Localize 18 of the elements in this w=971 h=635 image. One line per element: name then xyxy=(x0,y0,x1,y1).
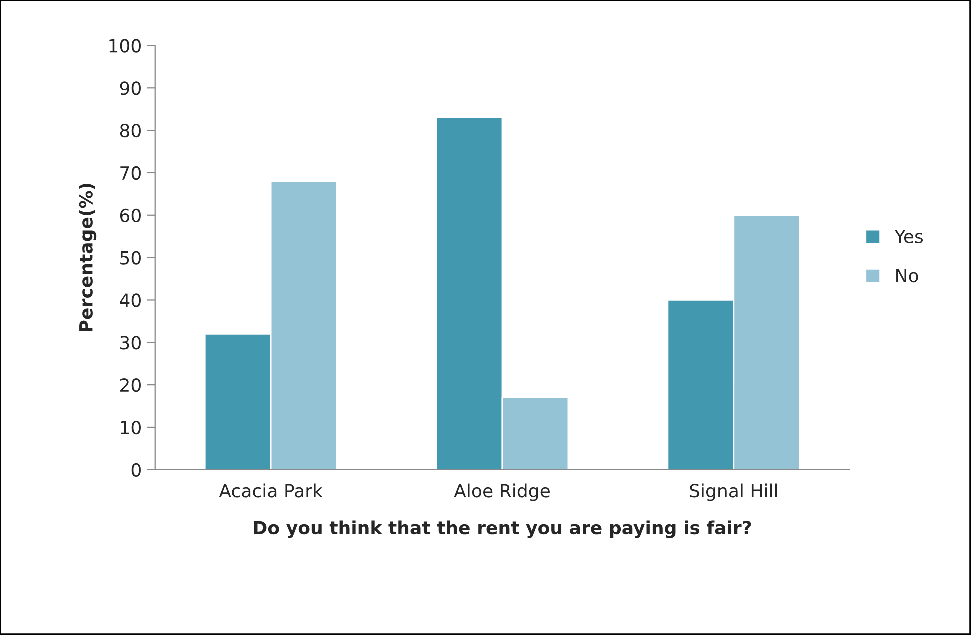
legend-label: Yes xyxy=(894,230,924,244)
x-tick-label: Aloe Ridge xyxy=(454,484,550,502)
y-tick-label: 90 xyxy=(120,82,141,96)
y-axis-title: Percentage(%) xyxy=(78,184,97,332)
y-tick-label: 40 xyxy=(120,294,141,308)
y-tick-label: 60 xyxy=(120,208,141,223)
y-tick-label: 10 xyxy=(121,420,141,435)
y-tick-label: 70 xyxy=(120,166,141,180)
y-tick-label: 20 xyxy=(120,378,141,392)
y-tick-label: 80 xyxy=(120,124,141,138)
y-tick-label: 100 xyxy=(110,39,141,53)
x-tick-label: Signal Hill xyxy=(690,484,778,502)
y-tick-label: 50 xyxy=(120,251,141,265)
legend-label: No xyxy=(896,269,918,283)
y-tick-label: 0 xyxy=(132,463,141,478)
x-tick-label: Acacia Park xyxy=(219,484,323,498)
y-tick-label: 30 xyxy=(120,336,141,350)
x-axis-title: Do you think that the rent you are paying is fair? xyxy=(254,520,752,538)
